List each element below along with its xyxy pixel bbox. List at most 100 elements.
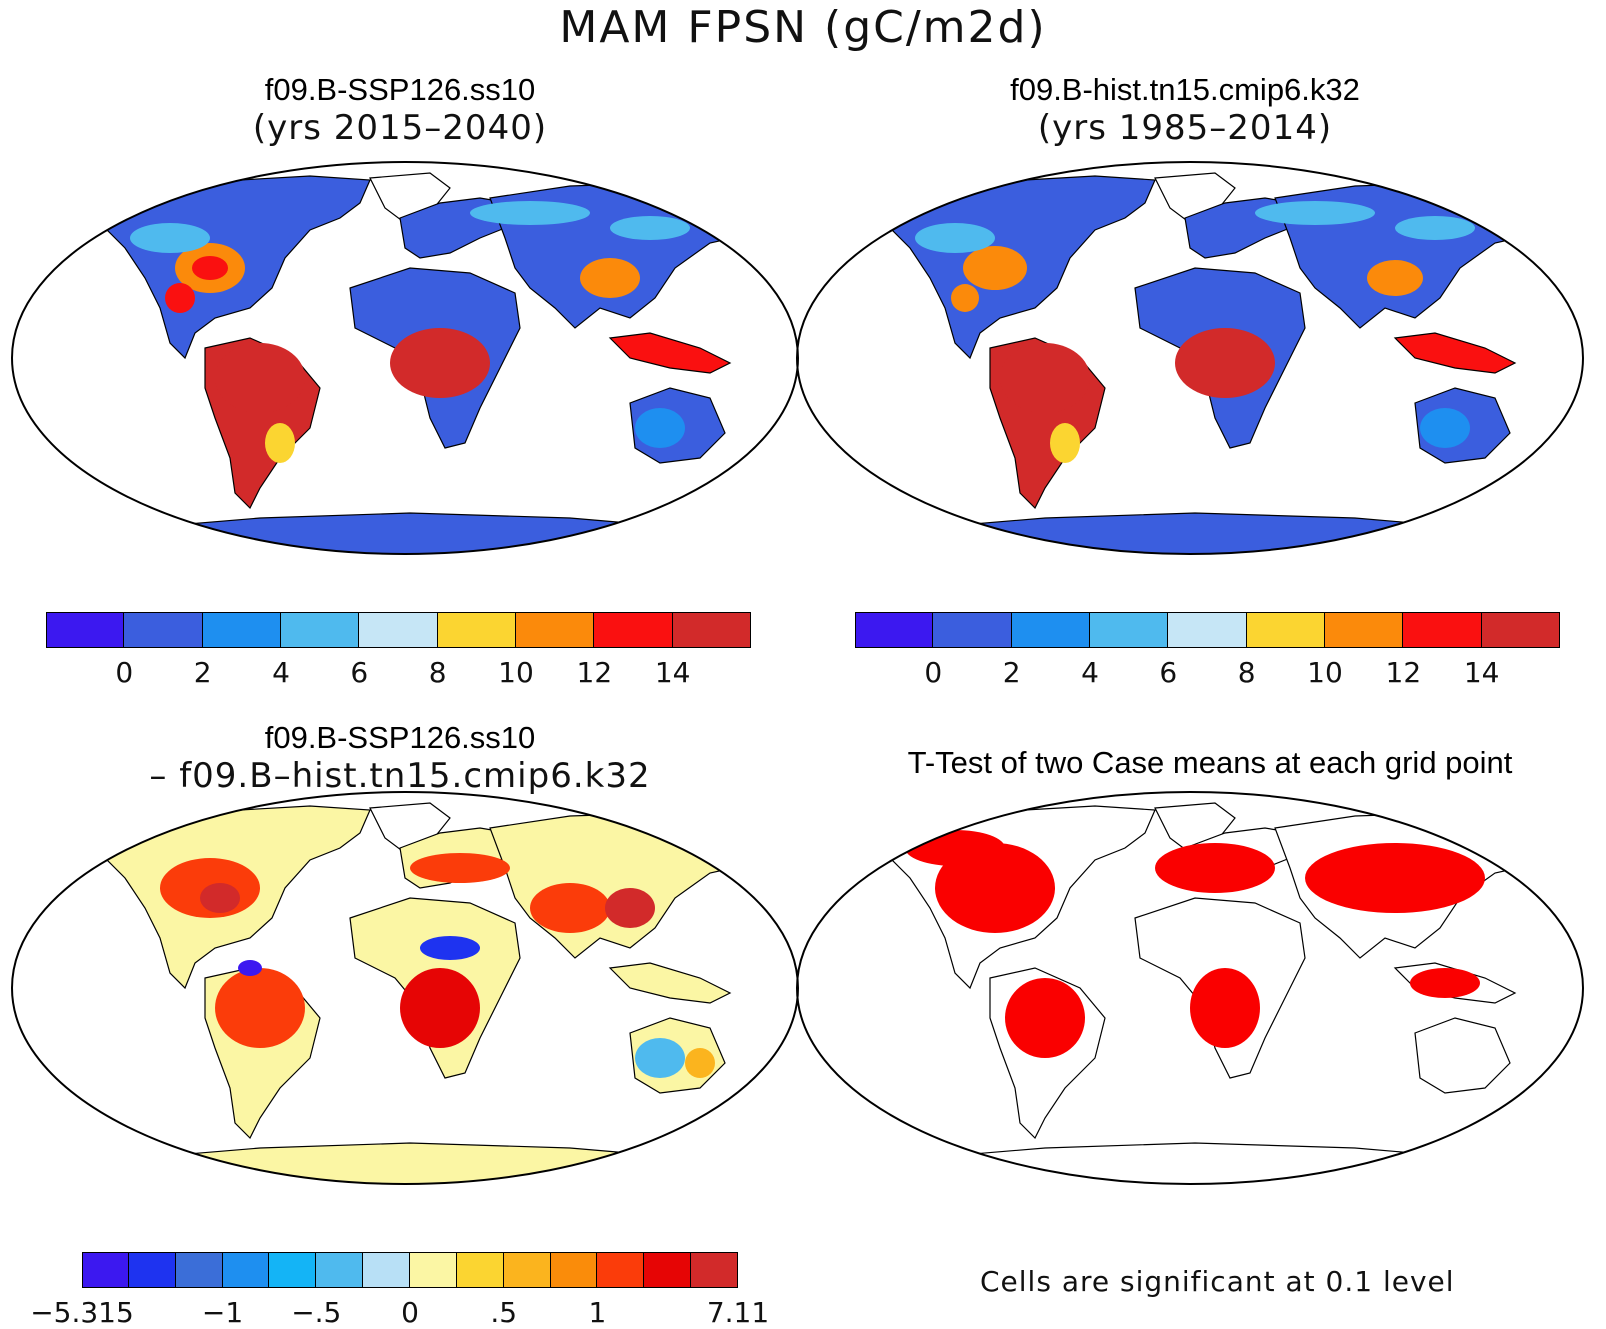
- continent-asia: [489, 812, 771, 959]
- value-patch: [420, 936, 480, 960]
- colorbar-tick-label: −5.315: [30, 1296, 134, 1329]
- colorbar-tick-label: 2: [193, 656, 212, 689]
- colorbar-box: [46, 612, 125, 648]
- value-patch: [635, 1038, 685, 1078]
- continent-antarctica: [108, 1142, 732, 1184]
- colorbar-box: [359, 612, 438, 648]
- value-patch: [530, 883, 610, 933]
- continent-indonesia: [1393, 332, 1517, 374]
- colorbar-box: [594, 612, 673, 648]
- colorbar-box: [202, 612, 281, 648]
- continents: [78, 802, 771, 1184]
- value-patch: [1000, 343, 1090, 413]
- value-patch: [1050, 423, 1080, 463]
- map-top-left: [11, 161, 799, 555]
- figure-title: MAM FPSN (gC/m2d): [559, 2, 1047, 53]
- colorbar-tick-label: 8: [1237, 656, 1256, 689]
- value-patch: [1420, 408, 1470, 448]
- value-patch: [915, 223, 995, 253]
- colorbar-tick-label: 4: [1081, 656, 1099, 689]
- value-patch: [165, 283, 195, 313]
- year-range: (yrs 2015–2040): [252, 108, 548, 148]
- value-patch: [605, 888, 655, 928]
- continent-australia: [1414, 1017, 1511, 1094]
- value-patch: [1190, 968, 1260, 1048]
- colorbar-tick-label: 12: [1385, 656, 1422, 689]
- colorbar-box: [128, 1252, 176, 1288]
- continents: [78, 172, 771, 554]
- value-patch: [238, 960, 262, 976]
- colorbar-box: [124, 612, 203, 648]
- value-patch: [610, 216, 690, 240]
- colorbar-box: [1403, 612, 1482, 648]
- colorbar-tick-label: .5: [490, 1296, 518, 1329]
- colorbar-box: [503, 1252, 551, 1288]
- colorbar-tick-label: 6: [350, 656, 369, 689]
- colorbar-box: [363, 1252, 410, 1288]
- continents: [863, 172, 1556, 554]
- colorbar-bottom-left: −5.315 −1 −.5 0 .5 1 7.11: [30, 1252, 769, 1329]
- colorbar-box: [550, 1252, 598, 1288]
- continents: [863, 802, 1556, 1184]
- panel-title-top-left: f09.B-SSP126.ss10 (yrs 2015–2040): [20, 72, 780, 148]
- colorbar-tick-label: 0: [924, 656, 943, 689]
- colorbar-tick-label: 0: [401, 1296, 419, 1329]
- colorbar-box: [281, 612, 360, 648]
- colorbar-box: [1481, 612, 1560, 648]
- value-patch: [1155, 843, 1275, 893]
- continent-antarctica: [108, 512, 732, 554]
- map-top-right: [796, 161, 1584, 555]
- colorbar-box: [456, 1252, 504, 1288]
- colorbar-tick-label: 6: [1159, 656, 1178, 689]
- value-patch: [580, 258, 640, 298]
- colorbar-tick-label: 8: [428, 656, 447, 689]
- value-patch: [390, 328, 490, 398]
- colorbar-box: [1090, 612, 1169, 648]
- value-patch: [1255, 201, 1375, 225]
- colorbar-box: [644, 1252, 692, 1288]
- colorbar-tick-label: 14: [1463, 656, 1500, 689]
- value-patch: [265, 423, 295, 463]
- colorbar-tick-label: 7.11: [706, 1296, 770, 1329]
- colorbar-box: [437, 612, 516, 648]
- value-patch: [1005, 978, 1085, 1058]
- case-name: f09.B-hist.tn15.cmip6.k32: [1010, 72, 1360, 107]
- continent-indonesia: [608, 332, 732, 374]
- colorbar-box: [82, 1252, 129, 1288]
- value-patch: [1395, 216, 1475, 240]
- significance-note: Cells are significant at 0.1 level: [980, 1265, 1455, 1298]
- case-name: f09.B-SSP126.ss10: [264, 720, 536, 755]
- ttest-title: T-Test of two Case means at each grid po…: [907, 745, 1513, 780]
- value-patch: [192, 256, 228, 280]
- value-patch: [963, 246, 1027, 290]
- colorbar-tick-label: 10: [1307, 656, 1343, 689]
- colorbar-box: [516, 612, 595, 648]
- value-patch: [1305, 843, 1485, 913]
- value-patch: [685, 1048, 715, 1078]
- continent-antarctica: [893, 512, 1517, 554]
- value-patch: [470, 201, 590, 225]
- colorbar-box: [1246, 612, 1325, 648]
- value-patch: [400, 968, 480, 1048]
- colorbar-tick-label: 2: [1002, 656, 1021, 689]
- colorbar-top-right: 0 2 4 6 8 10 12 14: [855, 612, 1560, 689]
- colorbar-box: [1011, 612, 1090, 648]
- map-bottom-right: [796, 791, 1584, 1185]
- value-patch: [410, 853, 510, 883]
- panel-title-top-right: f09.B-hist.tn15.cmip6.k32 (yrs 1985–2014…: [805, 72, 1565, 148]
- colorbar-tick-label: 1: [588, 1296, 607, 1329]
- colorbar-box: [597, 1252, 645, 1288]
- value-patch: [215, 968, 305, 1048]
- value-patch: [951, 284, 979, 312]
- colorbar-box: [855, 612, 934, 648]
- continent-indonesia: [608, 962, 732, 1004]
- case-name: f09.B-SSP126.ss10: [264, 72, 536, 107]
- colorbar-box: [933, 612, 1012, 648]
- value-patch: [200, 883, 240, 913]
- value-patch: [1410, 968, 1480, 998]
- value-patch: [1367, 260, 1423, 296]
- colorbar-tick-label: 14: [654, 656, 691, 689]
- year-range: (yrs 1985–2014): [1037, 108, 1333, 148]
- colorbar-top-left: 0 2 4 6 8 10 12 14: [46, 612, 751, 689]
- colorbar-tick-label: 12: [576, 656, 613, 689]
